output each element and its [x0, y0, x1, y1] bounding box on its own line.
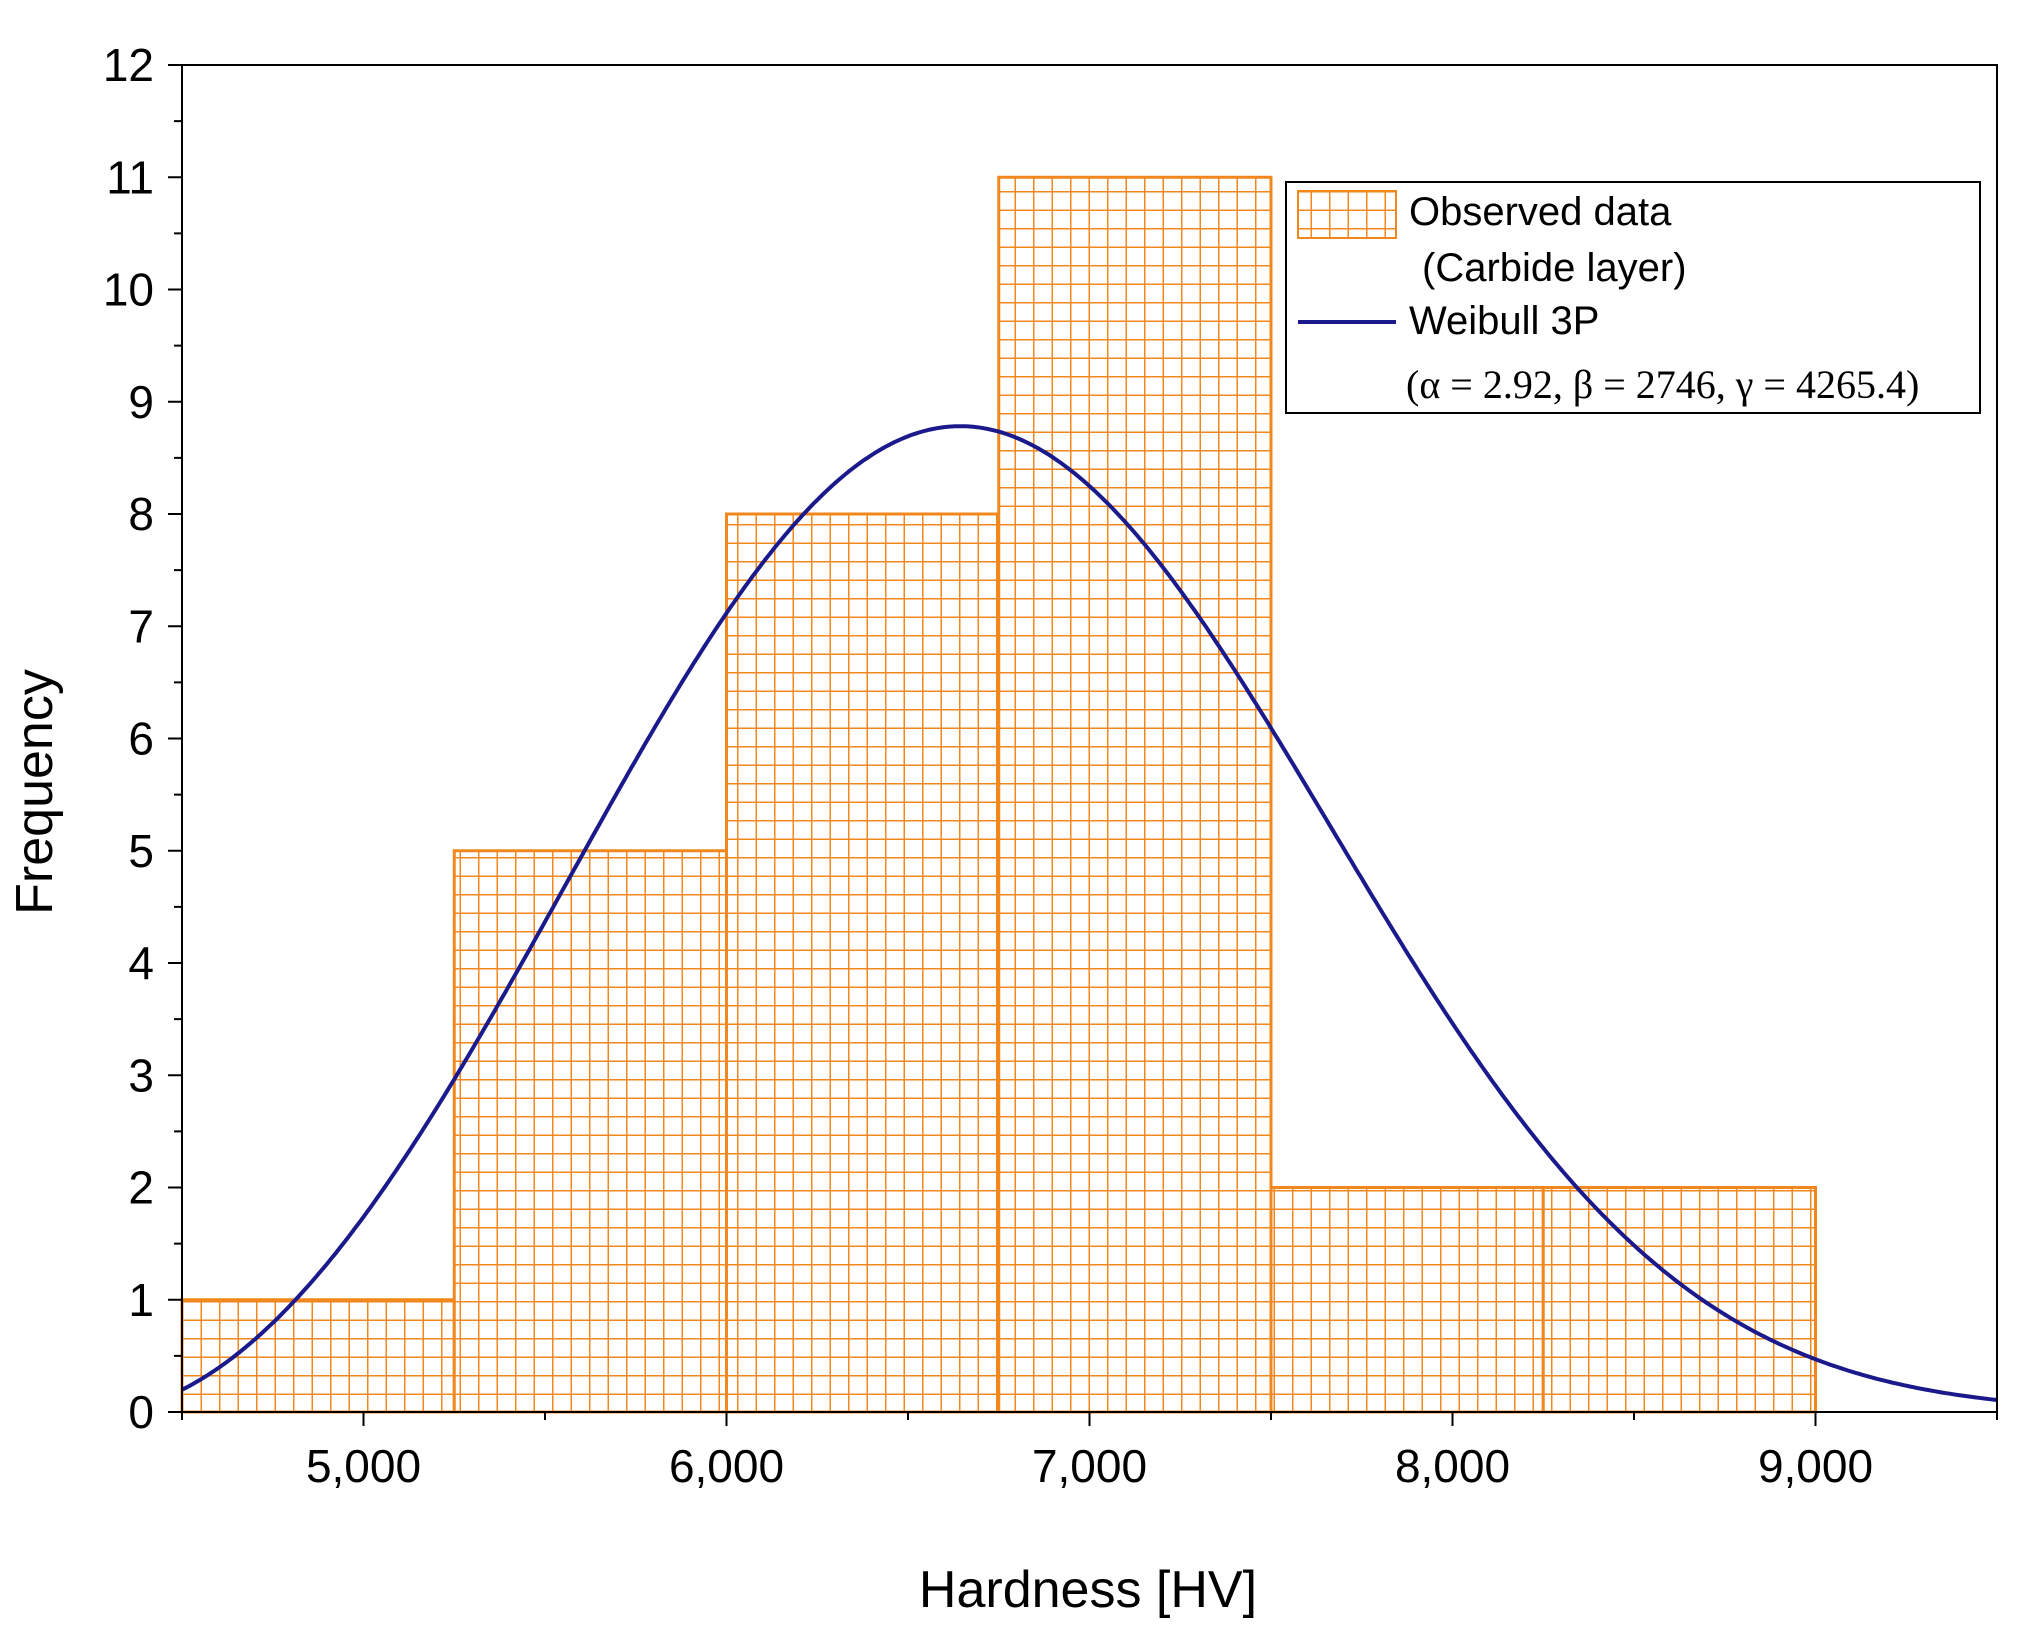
- x-tick-label: 5,000: [306, 1440, 421, 1492]
- y-tick-label: 6: [128, 713, 154, 765]
- y-tick-label: 9: [128, 376, 154, 428]
- y-tick-label: 0: [128, 1386, 154, 1438]
- y-axis-title: Frequency: [6, 669, 64, 915]
- y-tick-label: 11: [106, 151, 154, 203]
- histogram-bar: [997, 175, 1273, 1414]
- histogram-bars: [180, 175, 1817, 1414]
- y-tick-label: 10: [103, 264, 154, 316]
- y-tick-label: 2: [128, 1162, 154, 1214]
- histogram-bar: [725, 512, 1001, 1414]
- y-tick-label: 12: [103, 39, 154, 91]
- x-tick-label: 9,000: [1758, 1440, 1873, 1492]
- legend-label-weibull: Weibull 3P: [1409, 299, 1599, 343]
- y-tick-label: 7: [128, 600, 154, 652]
- y-tick-label: 3: [128, 1049, 154, 1101]
- legend-label-weibull-params: (α = 2.92, β = 2746, γ = 4265.4): [1406, 362, 1919, 407]
- x-tick-label: 7,000: [1032, 1440, 1147, 1492]
- histogram-bar: [452, 849, 728, 1414]
- x-axis-title: Hardness [HV]: [919, 1561, 1257, 1619]
- y-tick-label: 5: [128, 825, 154, 877]
- legend-label-observed: Observed data: [1409, 190, 1672, 234]
- y-tick-label: 1: [128, 1274, 154, 1326]
- histogram-bar: [1541, 1186, 1817, 1414]
- y-tick-label: 8: [128, 488, 154, 540]
- y-tick-label: 4: [128, 937, 154, 989]
- weibull-fit-curve: [181, 424, 1998, 1402]
- legend-box: [1285, 181, 1981, 414]
- histogram-bar: [1269, 1186, 1545, 1414]
- legend: Observed data (Carbide layer) Weibull 3P…: [1285, 181, 1981, 414]
- x-tick-label: 8,000: [1395, 1440, 1510, 1492]
- x-axis-ticks: 5,000 6,000 7,000 8,000 9,000: [181, 1412, 1998, 1492]
- legend-label-observed-sub: (Carbide layer): [1422, 246, 1687, 290]
- x-tick-label: 6,000: [669, 1440, 784, 1492]
- legend-swatch-observed: [1297, 190, 1397, 239]
- histogram-bar: [180, 1298, 456, 1414]
